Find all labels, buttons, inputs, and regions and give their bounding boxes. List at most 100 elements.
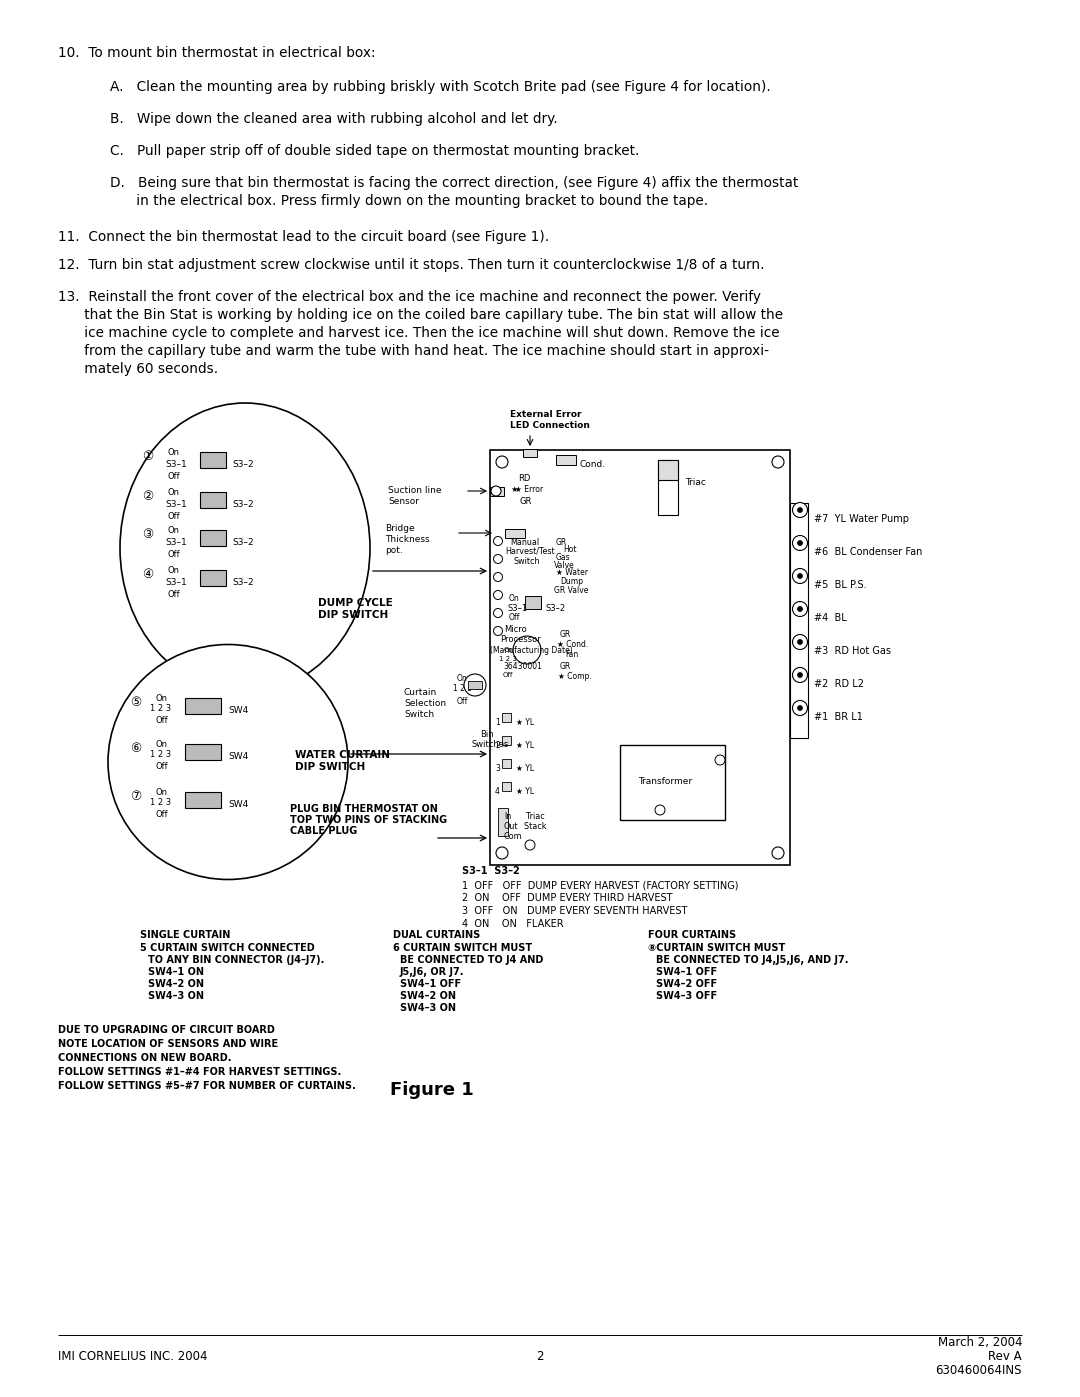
Text: 3: 3 <box>495 764 500 773</box>
Text: ★ Cond.: ★ Cond. <box>557 640 589 650</box>
Text: Gas: Gas <box>556 553 570 562</box>
Text: Cond.: Cond. <box>580 460 606 469</box>
Circle shape <box>494 555 502 563</box>
Text: 630460064INS: 630460064INS <box>935 1363 1022 1377</box>
Text: ★ Water: ★ Water <box>556 569 588 577</box>
Text: SW4–1 OFF: SW4–1 OFF <box>656 967 717 977</box>
Text: Thickness: Thickness <box>384 535 430 543</box>
Circle shape <box>494 573 502 581</box>
Text: ⑥: ⑥ <box>130 742 141 754</box>
Text: mately 60 seconds.: mately 60 seconds. <box>58 362 218 376</box>
Text: 1 2 3: 1 2 3 <box>150 750 171 759</box>
Text: Manual: Manual <box>510 538 539 548</box>
Text: SW4: SW4 <box>228 800 248 809</box>
Text: S3–2: S3–2 <box>545 604 565 613</box>
Text: S3–1: S3–1 <box>165 578 187 587</box>
Bar <box>502 712 511 722</box>
Text: 3  OFF   ON   DUMP EVERY SEVENTH HARVEST: 3 OFF ON DUMP EVERY SEVENTH HARVEST <box>462 907 687 916</box>
Bar <box>490 450 789 865</box>
Circle shape <box>525 840 535 849</box>
Text: 1  OFF   OFF  DUMP EVERY HARVEST (FACTORY SETTING): 1 OFF OFF DUMP EVERY HARVEST (FACTORY SE… <box>462 880 739 890</box>
Bar <box>502 759 511 768</box>
Text: TO ANY BIN CONNECTOR (J4–J7).: TO ANY BIN CONNECTOR (J4–J7). <box>148 956 324 965</box>
Text: ①: ① <box>141 450 153 462</box>
Ellipse shape <box>108 644 348 880</box>
Ellipse shape <box>120 402 370 693</box>
Circle shape <box>797 507 802 513</box>
Text: Off: Off <box>509 613 521 622</box>
Text: Dump: Dump <box>561 577 583 585</box>
Text: Off: Off <box>156 810 167 819</box>
Text: Micro: Micro <box>504 624 527 634</box>
Bar <box>658 460 678 515</box>
Circle shape <box>494 536 502 545</box>
Bar <box>468 680 482 689</box>
Text: 36430001: 36430001 <box>503 662 542 671</box>
Bar <box>620 745 725 820</box>
Text: Bin: Bin <box>480 731 494 739</box>
Text: #4  BL: #4 BL <box>814 613 847 623</box>
Text: On: On <box>504 647 514 652</box>
Text: Valve: Valve <box>554 562 575 570</box>
Circle shape <box>793 602 808 616</box>
Text: #1  BR L1: #1 BR L1 <box>814 712 863 722</box>
Text: 4  ON    ON   FLAKER: 4 ON ON FLAKER <box>462 919 564 929</box>
Text: DIP SWITCH: DIP SWITCH <box>318 610 388 620</box>
Text: 4: 4 <box>495 787 500 796</box>
Text: S3–2: S3–2 <box>232 460 254 469</box>
Circle shape <box>513 636 541 664</box>
Text: BE CONNECTED TO J4,J5,J6, AND J7.: BE CONNECTED TO J4,J5,J6, AND J7. <box>656 956 849 965</box>
Circle shape <box>793 569 808 584</box>
Text: RD: RD <box>518 474 530 483</box>
Text: S3–1: S3–1 <box>165 538 187 548</box>
Text: S3–2: S3–2 <box>232 500 254 509</box>
Text: S3–1: S3–1 <box>165 460 187 469</box>
Bar <box>502 736 511 745</box>
Text: LED Connection: LED Connection <box>510 420 590 430</box>
Text: GR: GR <box>561 662 571 671</box>
Circle shape <box>654 805 665 814</box>
Text: 1 2 3: 1 2 3 <box>453 685 472 693</box>
Circle shape <box>494 626 502 636</box>
Circle shape <box>797 541 802 545</box>
Text: On: On <box>168 488 180 497</box>
Text: from the capillary tube and warm the tube with hand heat. The ice machine should: from the capillary tube and warm the tub… <box>58 344 769 358</box>
Text: 5 CURTAIN SWITCH CONNECTED: 5 CURTAIN SWITCH CONNECTED <box>140 943 314 953</box>
Text: DUAL CURTAINS: DUAL CURTAINS <box>393 930 481 940</box>
Circle shape <box>491 486 501 496</box>
Text: DUE TO UPGRADING OF CIRCUIT BOARD: DUE TO UPGRADING OF CIRCUIT BOARD <box>58 1025 275 1035</box>
Text: ★ Error: ★ Error <box>515 485 543 495</box>
Text: On: On <box>156 694 167 703</box>
Text: Triac: Triac <box>685 478 706 488</box>
Text: 1 2 3: 1 2 3 <box>150 704 171 712</box>
Text: Fan: Fan <box>565 650 578 659</box>
Circle shape <box>797 606 802 612</box>
Text: #3  RD Hot Gas: #3 RD Hot Gas <box>814 645 891 657</box>
Text: Selection: Selection <box>404 698 446 708</box>
Text: in the electrical box. Press firmly down on the mounting bracket to bound the ta: in the electrical box. Press firmly down… <box>110 194 708 208</box>
Text: IMI CORNELIUS INC. 2004: IMI CORNELIUS INC. 2004 <box>58 1350 207 1363</box>
Text: GR Valve: GR Valve <box>554 585 589 595</box>
Circle shape <box>715 754 725 766</box>
Text: A.   Clean the mounting area by rubbing briskly with Scotch Brite pad (see Figur: A. Clean the mounting area by rubbing br… <box>110 80 771 94</box>
Text: On: On <box>509 594 519 604</box>
Text: 1 2 3: 1 2 3 <box>150 798 171 807</box>
Bar <box>185 745 221 760</box>
Text: ★ YL: ★ YL <box>516 787 535 796</box>
Text: Off: Off <box>168 472 180 481</box>
Text: Stack: Stack <box>519 821 546 831</box>
Text: C.   Pull paper strip off of double sided tape on thermostat mounting bracket.: C. Pull paper strip off of double sided … <box>110 144 639 158</box>
Bar <box>200 529 226 546</box>
Text: CABLE PLUG: CABLE PLUG <box>291 826 357 835</box>
Text: Switch: Switch <box>514 557 540 566</box>
Text: #5  BL P.S.: #5 BL P.S. <box>814 580 866 590</box>
Text: Curtain: Curtain <box>404 687 437 697</box>
Text: that the Bin Stat is working by holding ice on the coiled bare capillary tube. T: that the Bin Stat is working by holding … <box>58 307 783 321</box>
Text: March 2, 2004: March 2, 2004 <box>937 1336 1022 1350</box>
Circle shape <box>772 455 784 468</box>
Text: Out: Out <box>504 821 518 831</box>
Text: SW4–2 OFF: SW4–2 OFF <box>656 979 717 989</box>
Text: Off: Off <box>457 697 469 705</box>
Text: Figure 1: Figure 1 <box>390 1081 474 1099</box>
Text: Off: Off <box>168 550 180 559</box>
